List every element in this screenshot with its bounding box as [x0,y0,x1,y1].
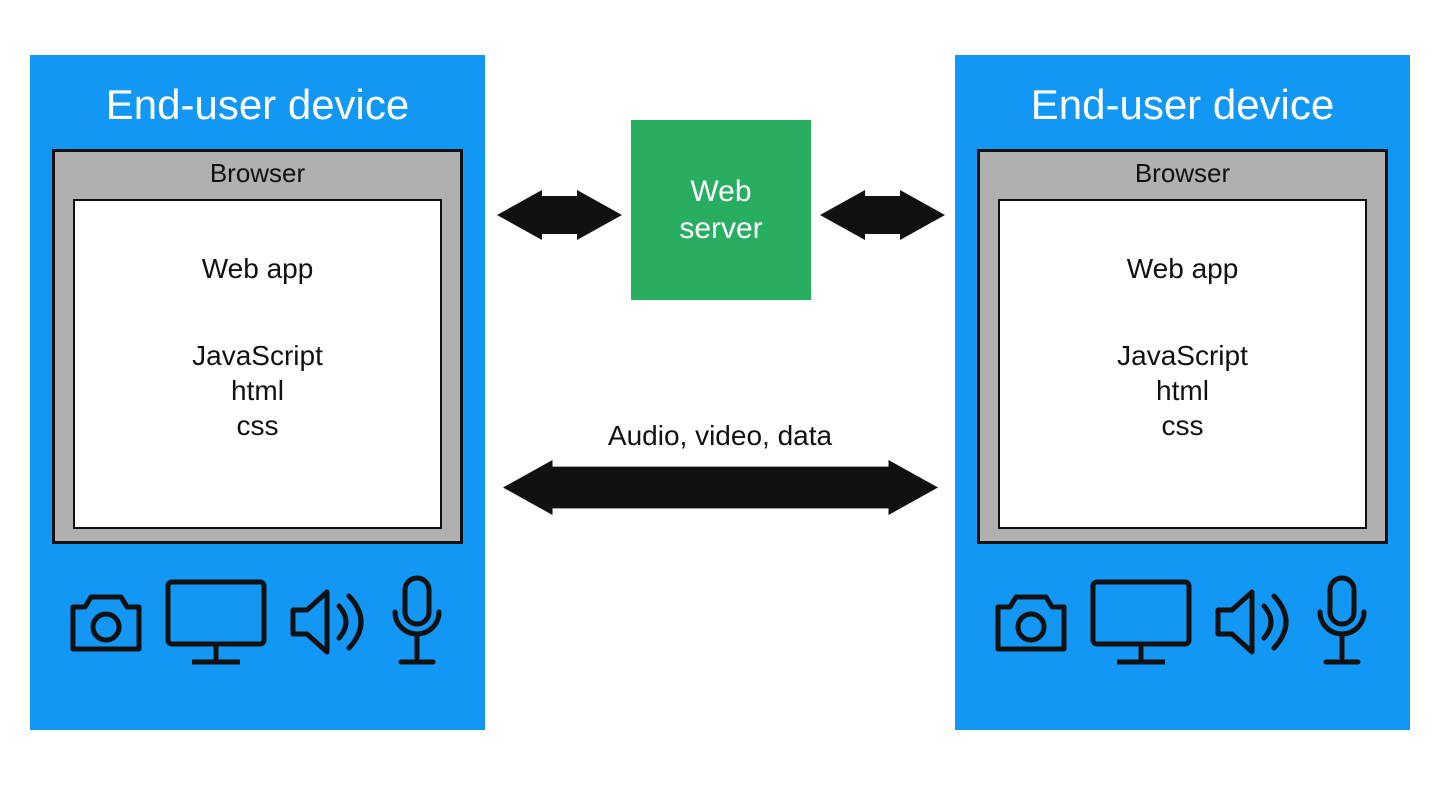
server-line2: server [679,210,762,248]
p2p-label: Audio, video, data [600,420,840,452]
browser-box: Browser Web app JavaScript html css [977,149,1388,544]
arrow-p2p [503,460,938,515]
tech-css: css [1000,408,1365,443]
end-user-device-left: End-user device Browser Web app JavaScri… [30,55,485,730]
webapp-title: Web app [1000,251,1365,286]
speaker-icon [1212,582,1294,662]
tech-html: html [75,373,440,408]
tech-javascript: JavaScript [1000,338,1365,373]
speaker-icon [287,582,369,662]
device-title: End-user device [977,81,1388,129]
monitor-icon [162,576,270,668]
arrow-device-to-server-right [820,190,945,240]
microphone-icon [1311,572,1373,672]
camera-icon [992,587,1070,657]
device-title: End-user device [52,81,463,129]
camera-icon [67,587,145,657]
microphone-icon [386,572,448,672]
browser-title: Browser [73,158,442,189]
arrow-device-to-server-left [497,190,622,240]
device-icons [52,572,463,672]
monitor-icon [1087,576,1195,668]
browser-title: Browser [998,158,1367,189]
server-line1: Web [679,173,762,211]
tech-html: html [1000,373,1365,408]
browser-box: Browser Web app JavaScript html css [52,149,463,544]
end-user-device-right: End-user device Browser Web app JavaScri… [955,55,1410,730]
tech-css: css [75,408,440,443]
webapp-box: Web app JavaScript html css [73,199,442,529]
webapp-box: Web app JavaScript html css [998,199,1367,529]
device-icons [977,572,1388,672]
web-server-box: Web server [631,120,811,300]
tech-javascript: JavaScript [75,338,440,373]
webapp-title: Web app [75,251,440,286]
